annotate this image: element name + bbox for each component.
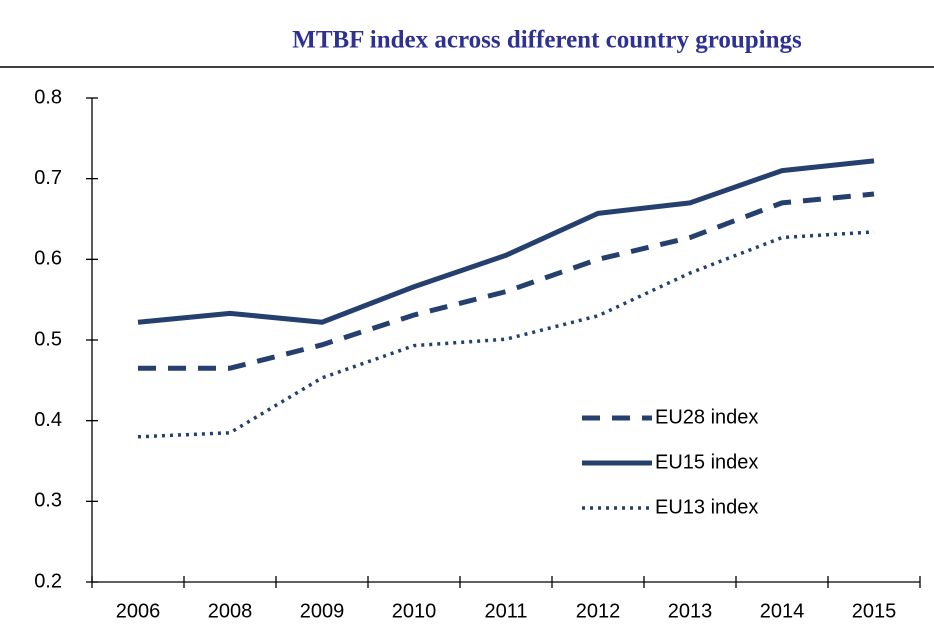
y-tick-label: 0.8 [34, 86, 62, 108]
y-tick-label: 0.2 [34, 570, 62, 592]
legend-label: EU28 index [655, 406, 758, 428]
x-tick-label: 2010 [392, 600, 437, 622]
legend-label: EU13 index [655, 496, 758, 518]
series-line [138, 191, 875, 371]
y-tick-label: 0.4 [34, 409, 62, 431]
y-tick-label: 0.3 [34, 490, 62, 512]
x-tick-label: 2013 [668, 600, 713, 622]
x-tick-label: 2009 [300, 600, 345, 622]
y-tick-label: 0.6 [34, 248, 62, 270]
x-tick-label: 2012 [576, 600, 621, 622]
chart-title: MTBF index across different country grou… [292, 27, 802, 54]
series-line [137, 158, 875, 325]
x-tick-label: 2014 [760, 600, 805, 622]
legend-label: EU15 index [655, 451, 758, 473]
x-tick-label: 2006 [116, 600, 161, 622]
x-tick-label: 2015 [852, 600, 897, 622]
x-tick-label: 2008 [208, 600, 253, 622]
y-tick-label: 0.5 [34, 328, 62, 350]
x-tick-label: 2011 [484, 600, 527, 622]
series-line [137, 230, 875, 439]
y-tick-label: 0.7 [34, 167, 62, 189]
